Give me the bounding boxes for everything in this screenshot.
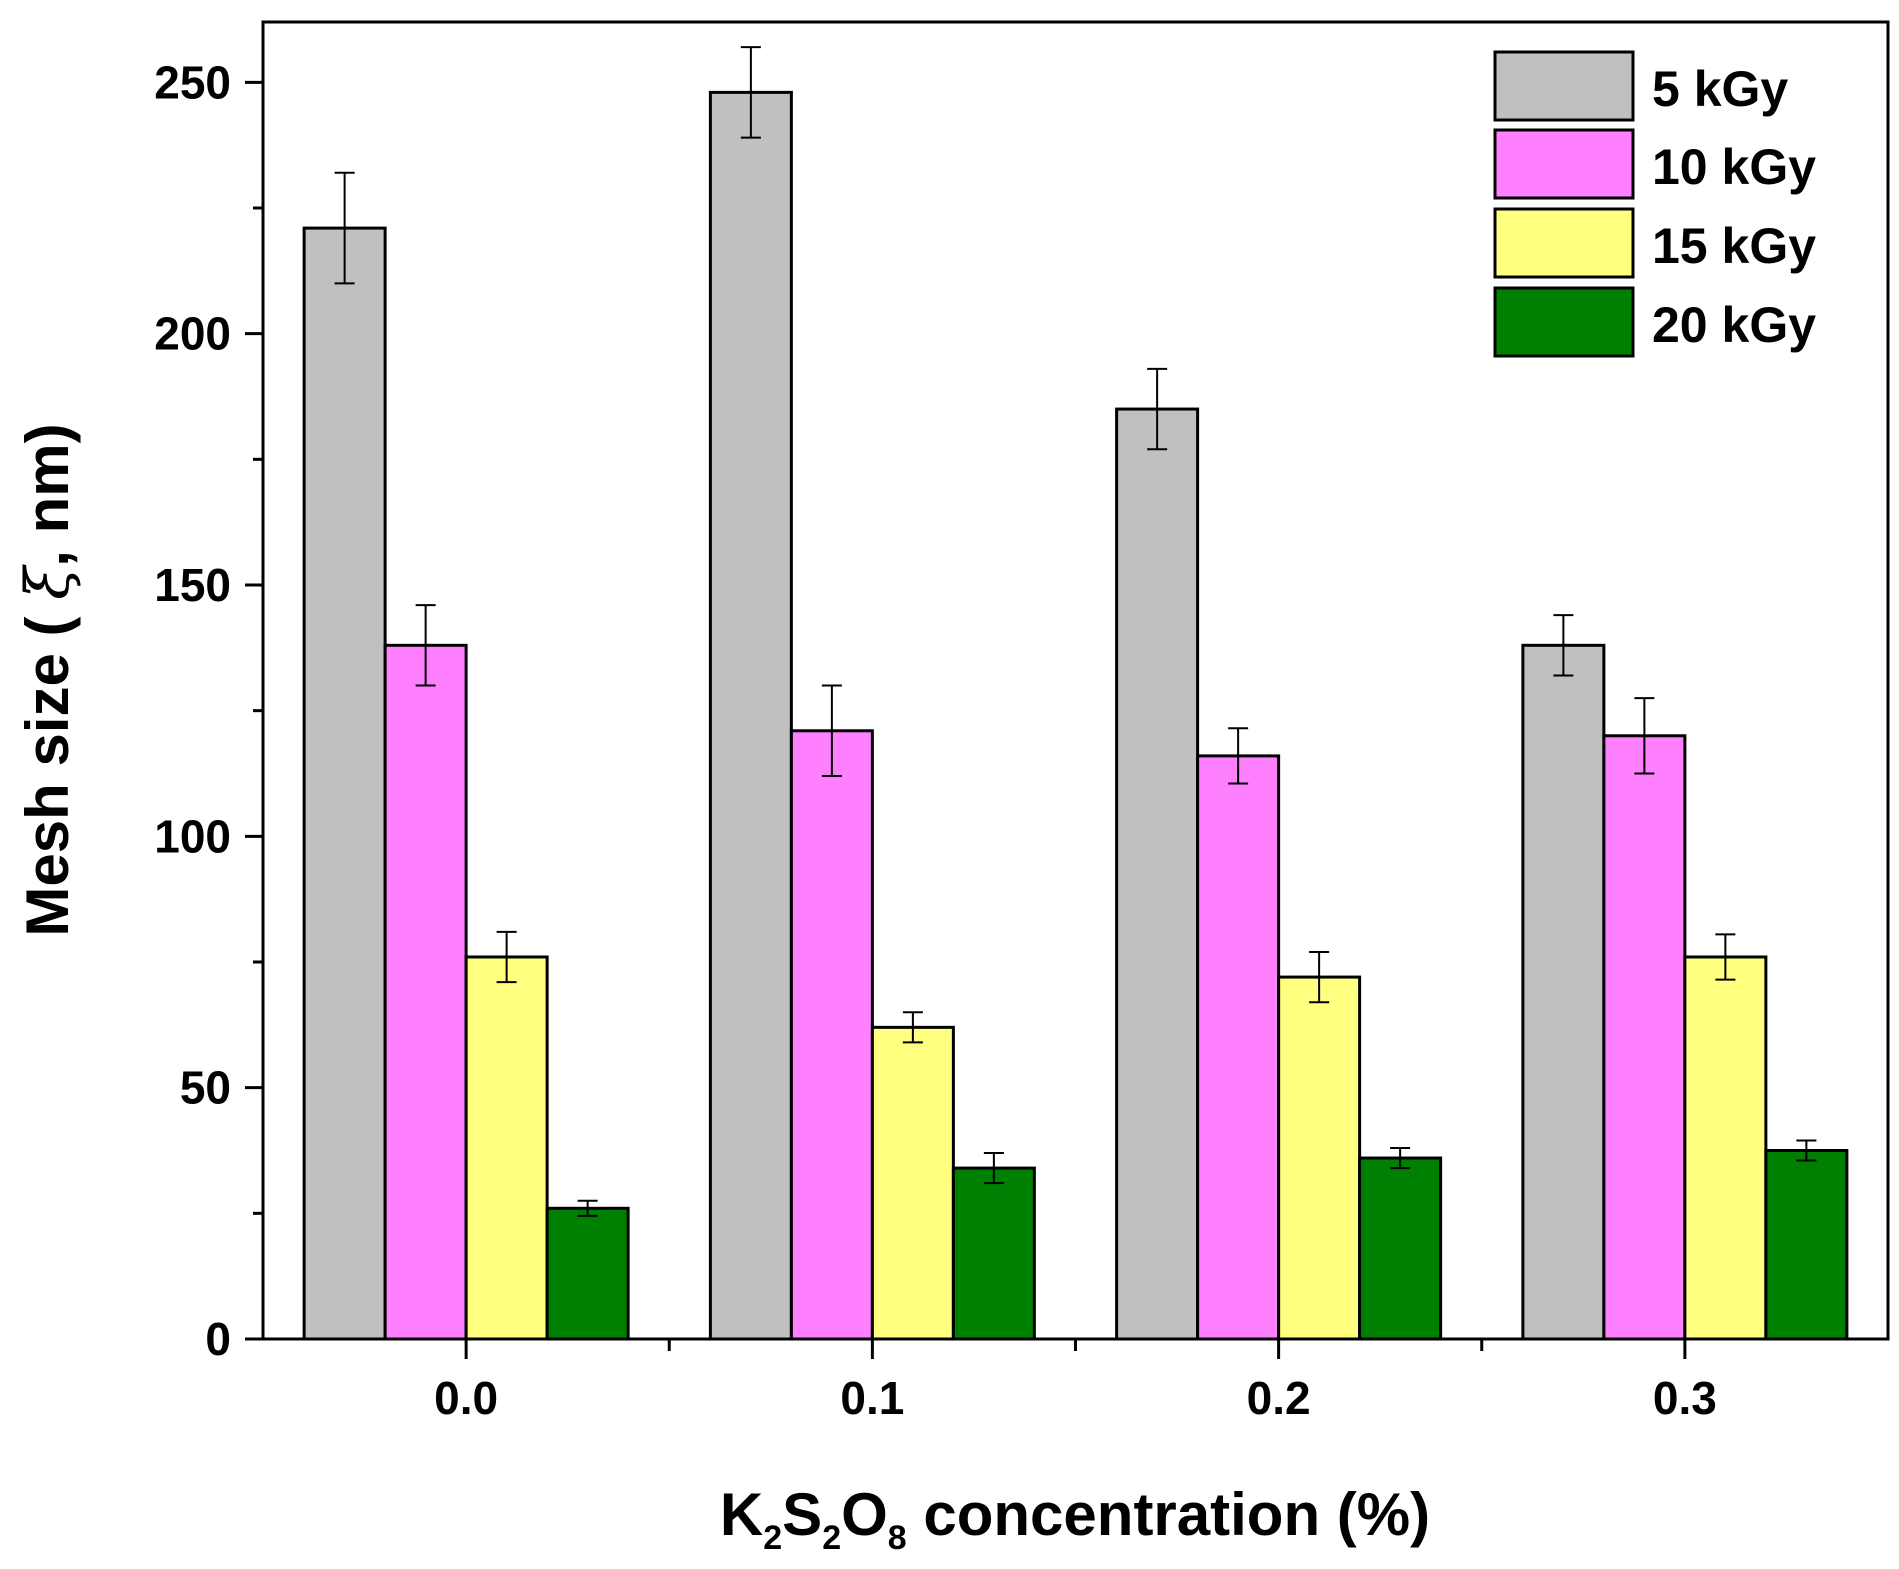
- legend: 5 kGy 10 kGy 15 kGy 20 kGy: [1493, 50, 1816, 358]
- bar-5kgy-0.1: [708, 90, 793, 1341]
- x-tick-label-0.3: 0.3: [1653, 1372, 1717, 1424]
- bar-15kgy-0.1: [870, 1025, 955, 1341]
- xi-symbol: ξ: [13, 564, 83, 600]
- bar-15kgy-0.2: [1277, 975, 1362, 1341]
- x-title-sub-8: 8: [888, 1519, 907, 1557]
- bar-20kgy-0.0: [545, 1206, 630, 1341]
- bar-20kgy-0.1: [951, 1166, 1036, 1341]
- bar-5kgy-0.2: [1115, 407, 1200, 1341]
- bar-15kgy-0.3: [1683, 955, 1768, 1341]
- legend-label-5kgy: 5 kGy: [1652, 61, 1788, 117]
- y-axis-title-suffix: , nm): [14, 423, 81, 566]
- y-tick-label-0: 0: [205, 1313, 231, 1365]
- legend-swatch-15kgy: [1493, 207, 1635, 279]
- y-tick-label-250: 250: [154, 56, 231, 108]
- legend-swatch-20kgy: [1493, 286, 1635, 358]
- legend-swatch-5kgy: [1493, 50, 1635, 122]
- bars-layer: [302, 90, 1849, 1341]
- legend-label-15kgy: 15 kGy: [1652, 218, 1816, 274]
- bar-10kgy-0.0: [383, 643, 468, 1341]
- bar-5kgy-0.3: [1521, 643, 1606, 1341]
- x-tick-label-0.1: 0.1: [840, 1372, 904, 1424]
- bar-10kgy-0.2: [1196, 754, 1281, 1341]
- x-axis: 0.0 0.1 0.2 0.3: [434, 1339, 1717, 1424]
- bar-10kgy-0.1: [789, 729, 874, 1341]
- x-title-sub-2b: 2: [822, 1519, 841, 1557]
- legend-swatch-10kgy: [1493, 128, 1635, 200]
- bar-20kgy-0.2: [1358, 1156, 1443, 1341]
- bar-15kgy-0.0: [464, 955, 549, 1341]
- x-title-rest: concentration (%): [907, 1481, 1430, 1548]
- y-axis: 0 50 100 150 200 250: [154, 56, 263, 1365]
- x-title-s: S: [782, 1481, 822, 1548]
- bar-20kgy-0.3: [1764, 1148, 1849, 1341]
- y-tick-label-200: 200: [154, 308, 231, 360]
- x-axis-title: K2S2O8 concentration (%): [720, 1481, 1430, 1557]
- y-tick-label-100: 100: [154, 810, 231, 862]
- bar-10kgy-0.3: [1602, 734, 1687, 1341]
- error-bars-layer: [334, 46, 1817, 1217]
- x-tick-label-0.0: 0.0: [434, 1372, 498, 1424]
- x-title-sub-2a: 2: [763, 1519, 782, 1557]
- bar-5kgy-0.0: [302, 226, 387, 1341]
- y-axis-title: Mesh size ( ξ, nm): [13, 423, 83, 936]
- y-axis-title-prefix: Mesh size (: [14, 600, 81, 937]
- x-title-k: K: [720, 1481, 763, 1548]
- y-tick-label-50: 50: [180, 1062, 231, 1114]
- y-tick-label-150: 150: [154, 559, 231, 611]
- x-title-o: O: [841, 1481, 888, 1548]
- legend-label-10kgy: 10 kGy: [1652, 139, 1816, 195]
- x-tick-label-0.2: 0.2: [1247, 1372, 1311, 1424]
- legend-label-20kgy: 20 kGy: [1652, 297, 1816, 353]
